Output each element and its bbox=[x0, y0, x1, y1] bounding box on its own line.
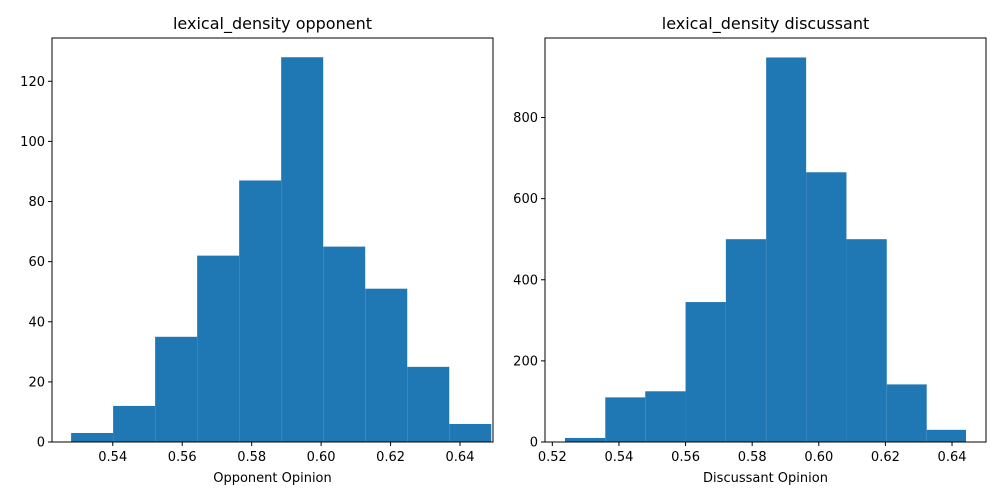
histogram-bar bbox=[766, 57, 807, 442]
x-axis-label: Opponent Opinion bbox=[213, 471, 332, 486]
y-tick-label: 40 bbox=[28, 315, 45, 330]
histogram-bar bbox=[239, 180, 282, 442]
left-histogram-panel: 0.54 0.56 0.58 0.60 0.62 0.64 0 20 40 60 80 100 120 l… bbox=[20, 14, 494, 486]
right-histogram-panel: 0.52 0.54 0.56 0.58 0.60 0.62 0.64 0 200 400 600 80… bbox=[513, 14, 987, 486]
y-tick-label: 100 bbox=[20, 135, 45, 150]
histogram-bar bbox=[926, 429, 967, 442]
axes-frame bbox=[51, 37, 494, 443]
histogram-bar bbox=[846, 239, 887, 442]
histogram-bar bbox=[281, 57, 324, 442]
histogram-bar bbox=[71, 432, 114, 442]
x-tick-label: 0.54 bbox=[604, 450, 633, 465]
x-tick-label: 0.52 bbox=[538, 450, 567, 465]
histogram-bar bbox=[155, 336, 198, 442]
histogram-bar bbox=[323, 246, 366, 442]
histogram-bar bbox=[407, 366, 450, 442]
histogram-bar bbox=[197, 255, 240, 442]
x-tick-label: 0.58 bbox=[738, 450, 767, 465]
x-axis-label: Discussant Opinion bbox=[703, 471, 828, 486]
x-tick-label: 0.60 bbox=[804, 450, 833, 465]
histogram-bar bbox=[685, 302, 726, 442]
x-tick-label: 0.58 bbox=[237, 450, 266, 465]
y-tick-label: 400 bbox=[513, 273, 538, 288]
y-tick-label: 0 bbox=[530, 436, 538, 451]
chart-title: lexical_density opponent bbox=[173, 14, 372, 34]
x-tick-label: 0.64 bbox=[446, 450, 475, 465]
y-tick-label: 0 bbox=[37, 436, 45, 451]
histogram-bar bbox=[113, 405, 156, 442]
y-tick-label: 120 bbox=[20, 75, 45, 90]
x-tick-label: 0.62 bbox=[871, 450, 900, 465]
x-tick-label: 0.56 bbox=[168, 450, 197, 465]
x-tick-label: 0.64 bbox=[938, 450, 967, 465]
histogram-bar bbox=[645, 391, 686, 442]
chart-title: lexical_density discussant bbox=[662, 14, 869, 34]
histogram-bar bbox=[806, 172, 847, 442]
x-tick-label: 0.62 bbox=[376, 450, 405, 465]
y-tick-label: 200 bbox=[513, 354, 538, 369]
histogram-bar bbox=[449, 423, 492, 442]
histogram-bar bbox=[605, 397, 646, 442]
histogram-bar bbox=[365, 288, 408, 442]
axes-frame bbox=[544, 37, 987, 443]
histogram-bar bbox=[564, 437, 606, 442]
x-tick-label: 0.56 bbox=[671, 450, 700, 465]
y-tick-label: 80 bbox=[28, 195, 45, 210]
y-tick-label: 60 bbox=[28, 255, 45, 270]
histogram-bar bbox=[886, 384, 927, 442]
x-tick-label: 0.60 bbox=[307, 450, 336, 465]
y-tick-label: 600 bbox=[513, 192, 538, 207]
x-tick-label: 0.54 bbox=[98, 450, 127, 465]
y-tick-label: 800 bbox=[513, 111, 538, 126]
y-tick-label: 20 bbox=[28, 375, 45, 390]
histogram-bar bbox=[725, 239, 767, 442]
